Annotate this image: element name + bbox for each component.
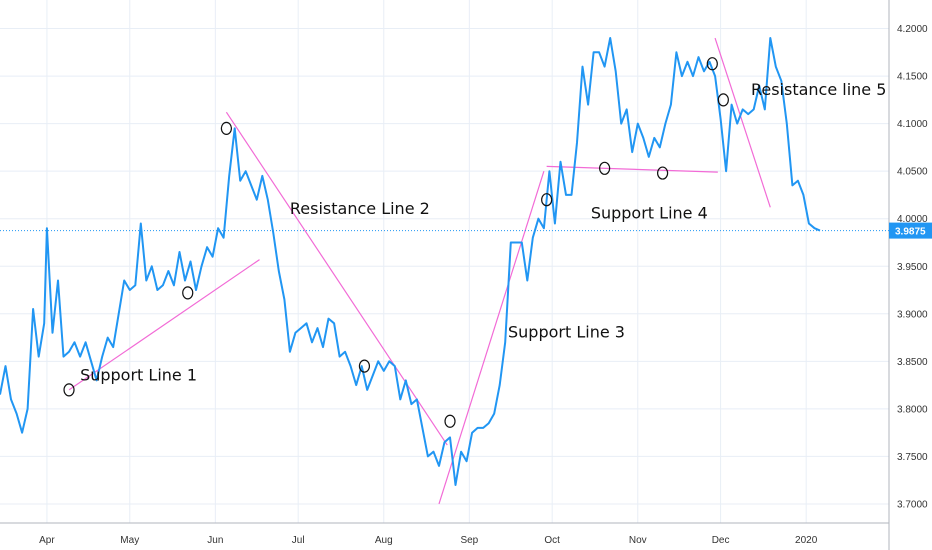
touch-marker — [599, 161, 611, 175]
x-tick-label: Sep — [460, 535, 478, 546]
x-tick-label: Dec — [712, 535, 730, 546]
touch-marker — [657, 166, 669, 180]
x-tick-label: Oct — [544, 535, 560, 546]
y-tick-label: 3.7500 — [897, 452, 928, 463]
x-tick-label: Jun — [207, 535, 223, 546]
trendline-2 — [225, 111, 448, 446]
touch-markers — [63, 57, 729, 428]
y-tick-label: 3.9000 — [897, 309, 928, 320]
touch-marker — [358, 359, 371, 373]
y-tick-label: 4.2000 — [897, 24, 928, 35]
price-series-line — [0, 37, 821, 486]
x-tick-label: Nov — [629, 535, 647, 546]
last-price-label: 3.9875 — [895, 227, 926, 238]
x-tick-label: Apr — [39, 535, 55, 546]
y-tick-label: 4.0500 — [897, 167, 928, 178]
series — [0, 37, 821, 486]
x-tick-label: Jul — [292, 535, 305, 546]
touch-marker — [182, 286, 194, 300]
trendline-label-4: Support Line 4 — [591, 204, 708, 223]
touch-marker — [63, 383, 75, 397]
x-tick-label: May — [120, 535, 139, 546]
x-tick-label: Aug — [375, 535, 393, 546]
x-tick-label: 2020 — [795, 535, 818, 546]
last-price-tag — [889, 222, 932, 239]
trendline-1 — [68, 259, 260, 391]
trendlines — [68, 37, 771, 505]
y-tick-label: 4.0000 — [897, 214, 928, 225]
trendline-labels: Support Line 1 Resistance Line 2 Support L… — [80, 80, 886, 384]
grid — [0, 0, 889, 523]
trendline-3 — [438, 170, 545, 505]
trendline-label-1: Support Line 1 — [80, 365, 197, 384]
touch-marker — [444, 414, 456, 428]
y-tick-label: 3.8500 — [897, 357, 928, 368]
touch-marker — [220, 121, 232, 135]
touch-marker — [541, 193, 553, 207]
y-tick-label: 4.1000 — [897, 119, 928, 130]
touch-marker — [717, 93, 729, 107]
trendline-5 — [714, 37, 771, 208]
touch-marker — [706, 57, 718, 71]
trendline-label-5: Resistance line 5 — [751, 80, 886, 99]
y-tick-label: 3.9500 — [897, 262, 928, 273]
y-tick-label: 3.7000 — [897, 499, 928, 510]
trendline-label-2: Resistance Line 2 — [290, 199, 430, 218]
y-tick-label: 3.8000 — [897, 404, 928, 415]
trendline-label-3: Support Line 3 — [508, 323, 625, 342]
y-tick-label: 4.1500 — [897, 72, 928, 83]
